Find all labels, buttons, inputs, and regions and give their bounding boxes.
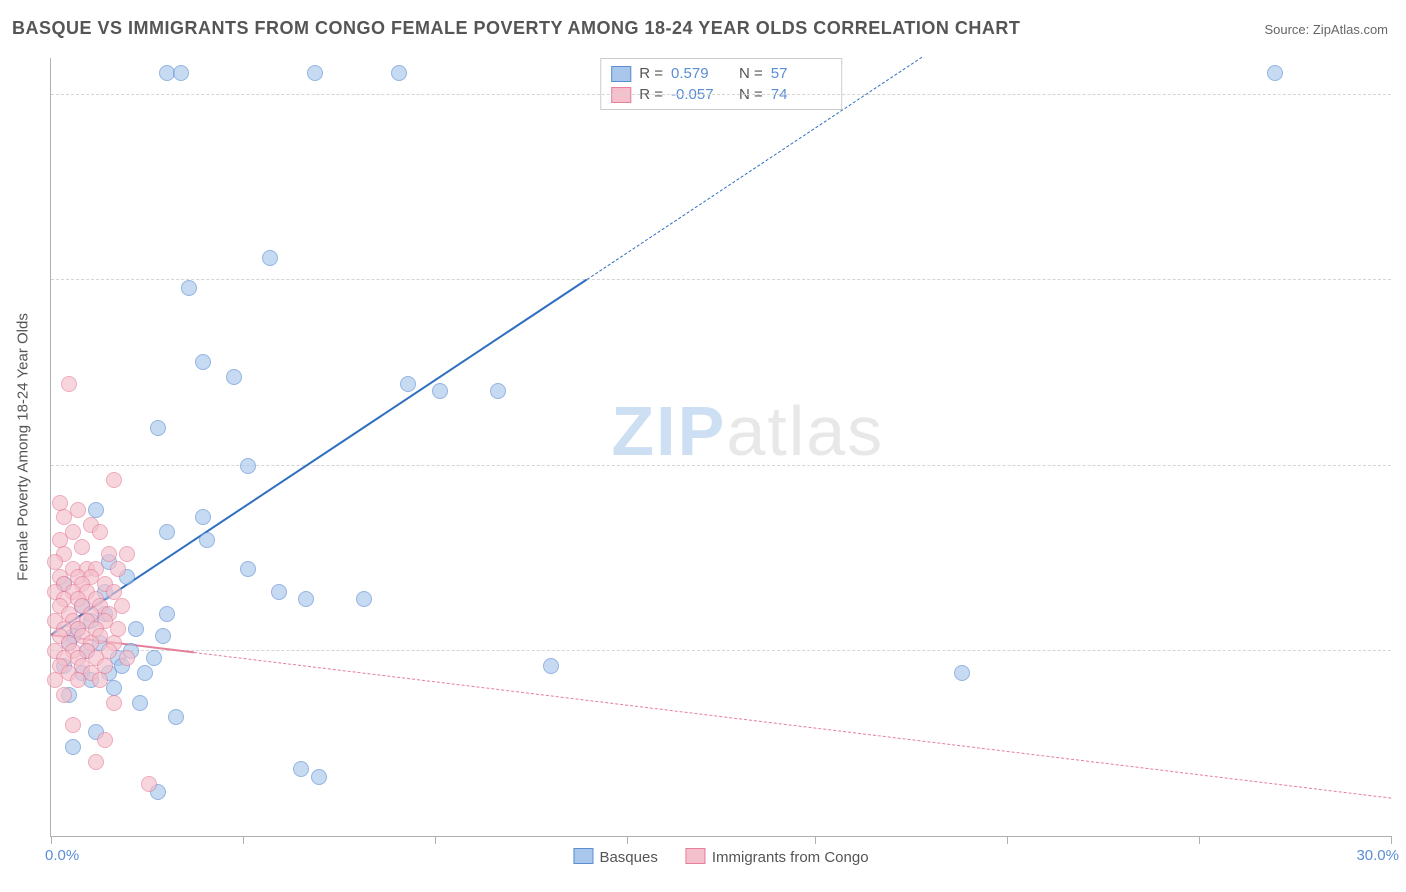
legend-n-label: N = [739, 65, 763, 82]
legend-r-label: R = [639, 65, 663, 82]
data-point [61, 376, 77, 392]
legend-swatch [686, 848, 706, 864]
data-point [146, 650, 162, 666]
correlation-legend: R =0.579N =57R =-0.057N =74 [600, 58, 842, 110]
data-point [195, 509, 211, 525]
data-point [52, 532, 68, 548]
data-point [240, 561, 256, 577]
data-point [159, 524, 175, 540]
data-point [195, 354, 211, 370]
data-point [132, 695, 148, 711]
legend-n-value: 57 [771, 65, 831, 82]
data-point [92, 524, 108, 540]
data-point [128, 621, 144, 637]
data-point [543, 658, 559, 674]
data-point [490, 383, 506, 399]
y-tick-label: 100.0% [1399, 70, 1406, 87]
legend-swatch [611, 66, 631, 82]
data-point [47, 672, 63, 688]
x-tick [435, 836, 436, 844]
data-point [110, 561, 126, 577]
gridline [51, 279, 1391, 280]
data-point [106, 472, 122, 488]
gridline [51, 94, 1391, 95]
legend-r-value: 0.579 [671, 65, 731, 82]
regression-line [194, 652, 1391, 799]
data-point [137, 665, 153, 681]
x-axis-end-label: 30.0% [1356, 847, 1399, 864]
data-point [70, 672, 86, 688]
data-point [954, 665, 970, 681]
series-legend: Basques Immigrants from Congo [573, 848, 868, 866]
y-axis-title: Female Poverty Among 18-24 Year Olds [15, 313, 32, 581]
data-point [74, 539, 90, 555]
data-point [159, 606, 175, 622]
y-tick-label: 75.0% [1399, 255, 1406, 272]
chart-title: BASQUE VS IMMIGRANTS FROM CONGO FEMALE P… [12, 18, 1020, 39]
x-axis-start-label: 0.0% [45, 847, 79, 864]
data-point [155, 628, 171, 644]
data-point [65, 739, 81, 755]
gridline [51, 650, 1391, 651]
data-point [240, 458, 256, 474]
data-point [400, 376, 416, 392]
data-point [173, 65, 189, 81]
legend-row: R = 0.579 N = 57 [611, 63, 831, 84]
x-tick [243, 836, 244, 844]
data-point [106, 680, 122, 696]
data-point [432, 383, 448, 399]
data-point [293, 761, 309, 777]
plot-area: Female Poverty Among 18-24 Year Olds 0.0… [50, 58, 1391, 837]
y-tick-label: 50.0% [1399, 440, 1406, 457]
data-point [307, 65, 323, 81]
data-point [106, 695, 122, 711]
legend-item: Immigrants from Congo [686, 848, 869, 866]
data-point [1267, 65, 1283, 81]
data-point [262, 250, 278, 266]
data-point [106, 584, 122, 600]
data-point [391, 65, 407, 81]
y-tick-label: 25.0% [1399, 625, 1406, 642]
data-point [168, 709, 184, 725]
data-point [88, 502, 104, 518]
legend-swatch [573, 848, 593, 864]
data-point [110, 621, 126, 637]
data-point [88, 754, 104, 770]
data-point [271, 584, 287, 600]
legend-item: Basques [573, 848, 657, 866]
source-label: Source: ZipAtlas.com [1264, 22, 1388, 37]
data-point [47, 554, 63, 570]
data-point [150, 420, 166, 436]
x-tick [815, 836, 816, 844]
x-tick [1199, 836, 1200, 844]
data-point [199, 532, 215, 548]
data-point [181, 280, 197, 296]
data-point [119, 546, 135, 562]
data-point [298, 591, 314, 607]
data-point [101, 546, 117, 562]
data-point [226, 369, 242, 385]
data-point [141, 776, 157, 792]
data-point [119, 650, 135, 666]
x-tick [627, 836, 628, 844]
data-point [311, 769, 327, 785]
data-point [65, 717, 81, 733]
data-point [52, 495, 68, 511]
data-point [56, 687, 72, 703]
x-tick [51, 836, 52, 844]
data-point [92, 672, 108, 688]
watermark: ZIPatlas [611, 391, 884, 471]
data-point [56, 509, 72, 525]
x-tick [1391, 836, 1392, 844]
data-point [356, 591, 372, 607]
data-point [97, 732, 113, 748]
x-tick [1007, 836, 1008, 844]
